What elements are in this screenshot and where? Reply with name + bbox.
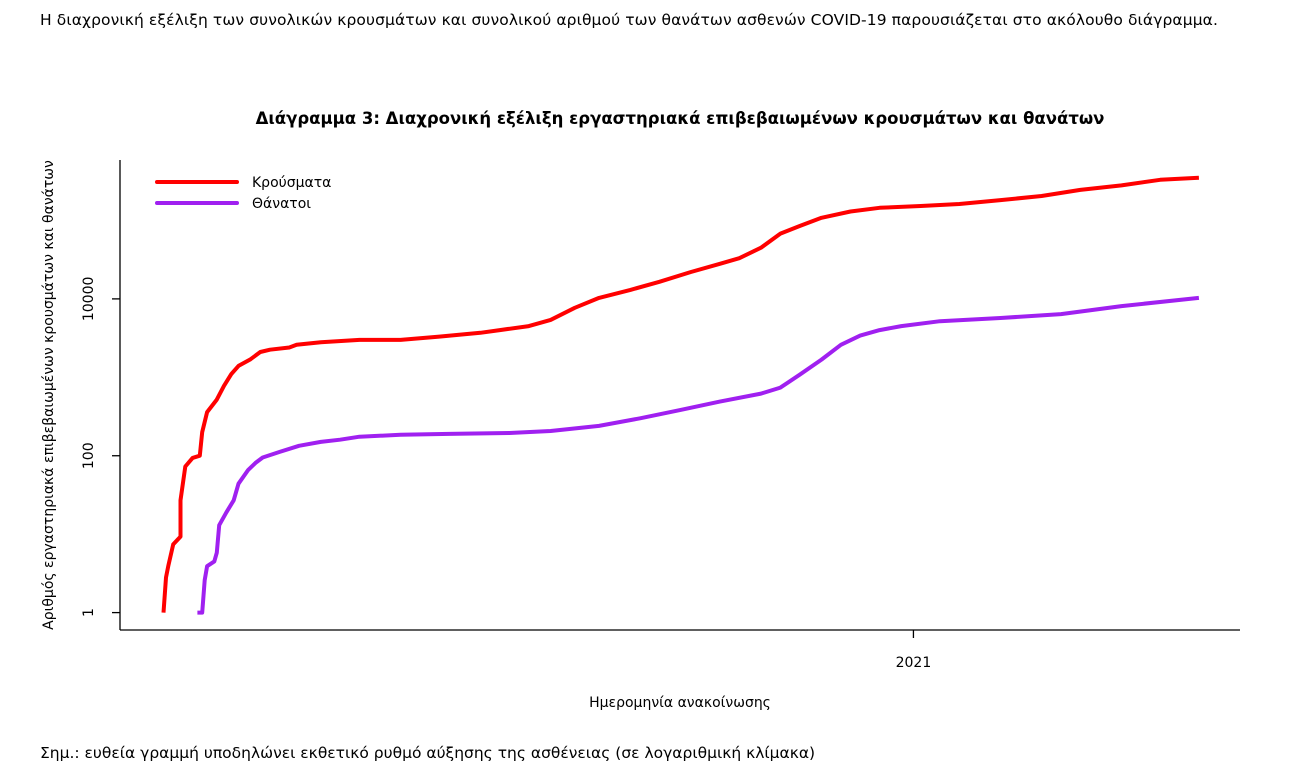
y-tick-label: 100 — [81, 442, 97, 469]
y-tick-label: 1 — [81, 608, 97, 617]
intro-paragraph: Η διαχρονική εξέλιξη των συνολικών κρουσ… — [40, 11, 1219, 29]
y-tick-label: 10000 — [81, 277, 97, 322]
y-axis-label: Αριθμός εργαστηριακά επιβεβαιωμένων κρου… — [41, 160, 57, 630]
footnote: Σημ.: ευθεία γραμμή υποδηλώνει εκθετικό … — [40, 744, 816, 762]
legend-label-deaths: Θάνατοι — [252, 196, 311, 212]
series-line-cases — [161, 175, 1200, 613]
series-line-deaths — [197, 295, 1200, 615]
chart-title: Διάγραμμα 3: Διαχρονική εξέλιξη εργαστηρ… — [256, 109, 1105, 128]
x-axis-label: Ημερομηνία ανακοίνωσης — [589, 695, 771, 711]
legend-label-cases: Κρούσματα — [252, 175, 331, 191]
legend: Κρούσματα Θάνατοι — [155, 175, 331, 212]
x-tick-label: 2021 — [896, 655, 932, 671]
